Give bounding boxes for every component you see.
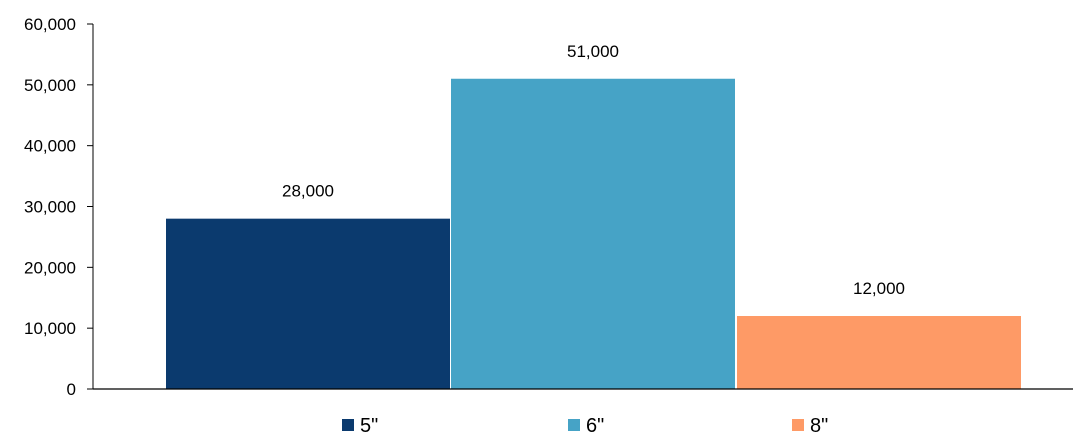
y-tick-label: 0 bbox=[67, 380, 76, 399]
legend-label-2: 6" bbox=[586, 415, 604, 437]
bar-2 bbox=[451, 78, 735, 389]
bar-3 bbox=[737, 316, 1021, 389]
bars bbox=[166, 78, 1021, 389]
data-label-2: 51,000 bbox=[567, 42, 619, 61]
legend-swatch-2 bbox=[568, 419, 580, 431]
y-tick-label: 30,000 bbox=[24, 198, 76, 217]
y-tick-label: 40,000 bbox=[24, 137, 76, 156]
legend-swatch-3 bbox=[792, 419, 804, 431]
legend-label-3: 8" bbox=[810, 415, 828, 437]
y-tick-label: 10,000 bbox=[24, 319, 76, 338]
bar-1 bbox=[166, 218, 450, 389]
y-tick-label: 20,000 bbox=[24, 258, 76, 277]
legend-swatch-1 bbox=[342, 419, 354, 431]
data-label-1: 28,000 bbox=[282, 182, 334, 201]
y-tick-label: 60,000 bbox=[24, 15, 76, 34]
data-label-3: 12,000 bbox=[853, 279, 905, 298]
legend: 5" 6" 8" bbox=[342, 415, 828, 437]
y-tick-label: 50,000 bbox=[24, 76, 76, 95]
legend-label-1: 5" bbox=[360, 415, 378, 437]
data-labels: 28,000 51,000 12,000 bbox=[282, 42, 905, 298]
y-axis: 0 10,000 20,000 30,000 40,000 50,000 60,000 bbox=[24, 15, 94, 399]
